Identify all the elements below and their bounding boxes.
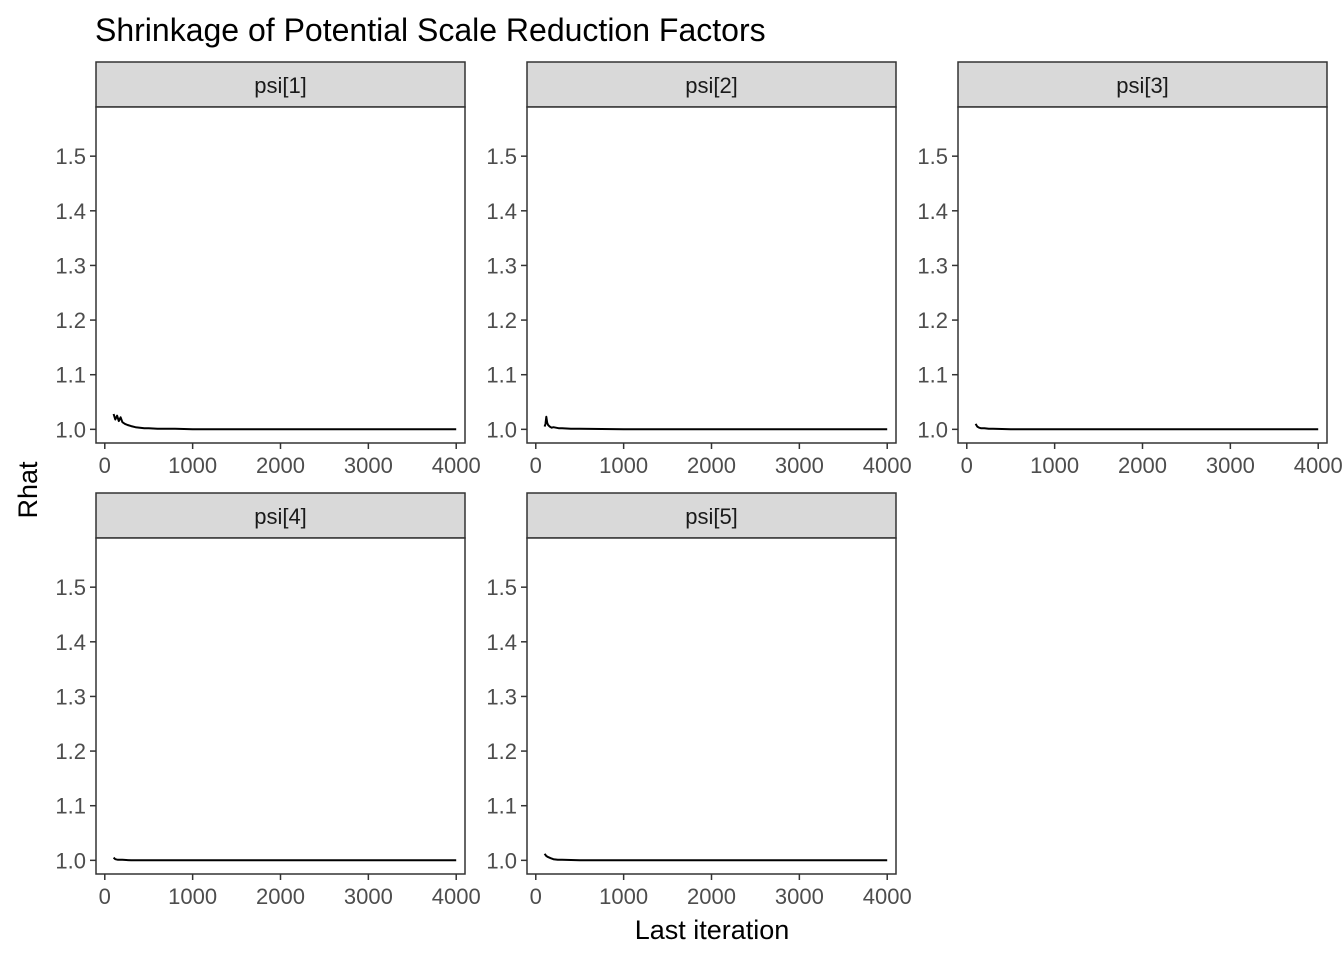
y-tick-label: 1.3 (55, 684, 86, 709)
y-tick-label: 1.4 (486, 199, 517, 224)
panel-background (526, 106, 897, 444)
y-tick-label: 1.3 (486, 253, 517, 278)
y-tick-label: 1.5 (486, 144, 517, 169)
y-tick-label: 1.2 (917, 308, 948, 333)
rhat-series-line (543, 415, 888, 431)
y-tick-label: 1.1 (486, 794, 517, 819)
y-tick-label: 1.4 (917, 199, 948, 224)
x-tick-label: 1000 (1030, 453, 1079, 478)
x-tick-label: 4000 (1294, 453, 1343, 478)
x-tick-label: 1000 (599, 453, 648, 478)
x-tick-label: 4000 (432, 884, 481, 909)
y-tick-label: 1.0 (55, 848, 86, 873)
strip-label: psi[4] (254, 504, 307, 529)
y-tick-label: 1.3 (917, 253, 948, 278)
x-tick-label: 4000 (432, 453, 481, 478)
panel-background (95, 106, 466, 444)
x-tick-label: 2000 (687, 453, 736, 478)
strip-background (526, 61, 897, 108)
x-tick-label: 4000 (863, 453, 912, 478)
x-tick-label: 0 (99, 453, 111, 478)
strip-background (95, 492, 466, 539)
facet-panel: psi[3] 1.0 1.1 1.2 1.3 1.4 1.5 0 1000 2000 3000 400… (917, 61, 1343, 478)
rhat-series-line (112, 856, 457, 862)
facet-panel: psi[1] 1.0 1.1 1.2 1.3 1.4 1.5 0 1000 2000 3000 400… (55, 61, 481, 478)
x-tick-label: 3000 (775, 884, 824, 909)
rhat-series-line (543, 853, 888, 862)
x-tick-label: 2000 (256, 453, 305, 478)
chart-title: Shrinkage of Potential Scale Reduction F… (95, 12, 766, 48)
panel-background (526, 537, 897, 875)
strip-background (526, 492, 897, 539)
y-tick-label: 1.1 (486, 363, 517, 388)
facet-panels: psi[1] 1.0 1.1 1.2 1.3 1.4 1.5 0 1000 2000 3000 400… (55, 61, 1343, 909)
strip-label: psi[5] (685, 504, 738, 529)
y-tick-label: 1.1 (55, 794, 86, 819)
y-tick-label: 1.4 (55, 630, 86, 655)
y-tick-label: 1.3 (486, 684, 517, 709)
y-tick-label: 1.3 (55, 253, 86, 278)
y-tick-label: 1.5 (55, 575, 86, 600)
x-tick-label: 2000 (1118, 453, 1167, 478)
x-tick-label: 3000 (344, 884, 393, 909)
y-tick-label: 1.2 (55, 308, 86, 333)
panel-background (95, 537, 466, 875)
x-axis-title: Last iteration (635, 915, 790, 945)
y-tick-label: 1.0 (486, 848, 517, 873)
facet-panel: psi[5] 1.0 1.1 1.2 1.3 1.4 1.5 0 1000 2000 3000 400… (486, 492, 912, 909)
strip-label: psi[1] (254, 73, 307, 98)
y-tick-label: 1.5 (486, 575, 517, 600)
strip-label: psi[3] (1116, 73, 1169, 98)
x-tick-label: 1000 (168, 884, 217, 909)
x-tick-label: 1000 (599, 884, 648, 909)
strip-label: psi[2] (685, 73, 738, 98)
x-tick-label: 2000 (687, 884, 736, 909)
y-tick-label: 1.0 (55, 417, 86, 442)
y-axis-title: Rhat (13, 461, 43, 519)
y-tick-label: 1.4 (486, 630, 517, 655)
rhat-series-line (974, 423, 1319, 431)
x-tick-label: 0 (961, 453, 973, 478)
x-tick-label: 3000 (344, 453, 393, 478)
y-tick-label: 1.5 (917, 144, 948, 169)
strip-background (957, 61, 1328, 108)
y-tick-label: 1.1 (55, 363, 86, 388)
y-tick-label: 1.1 (917, 363, 948, 388)
strip-background (95, 61, 466, 108)
x-tick-label: 3000 (775, 453, 824, 478)
y-tick-label: 1.0 (486, 417, 517, 442)
y-tick-label: 1.0 (917, 417, 948, 442)
x-tick-label: 0 (530, 884, 542, 909)
rhat-series-line (112, 413, 457, 431)
x-tick-label: 4000 (863, 884, 912, 909)
y-tick-label: 1.4 (55, 199, 86, 224)
x-tick-label: 0 (530, 453, 542, 478)
x-tick-label: 0 (99, 884, 111, 909)
x-tick-label: 3000 (1206, 453, 1255, 478)
y-tick-label: 1.2 (486, 308, 517, 333)
y-tick-label: 1.5 (55, 144, 86, 169)
facet-panel: psi[4] 1.0 1.1 1.2 1.3 1.4 1.5 0 1000 2000 3000 400… (55, 492, 481, 909)
y-tick-label: 1.2 (486, 739, 517, 764)
panel-background (957, 106, 1328, 444)
x-tick-label: 2000 (256, 884, 305, 909)
x-tick-label: 1000 (168, 453, 217, 478)
y-tick-label: 1.2 (55, 739, 86, 764)
facet-panel: psi[2] 1.0 1.1 1.2 1.3 1.4 1.5 0 1000 2000 3000 400… (486, 61, 912, 478)
